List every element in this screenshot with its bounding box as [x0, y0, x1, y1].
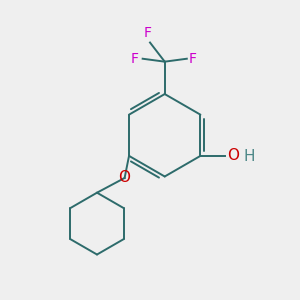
Text: O: O	[118, 170, 130, 185]
Text: H: H	[244, 149, 255, 164]
Text: F: F	[144, 26, 152, 40]
Text: F: F	[130, 52, 138, 66]
Text: O: O	[227, 148, 239, 164]
Text: F: F	[188, 52, 196, 66]
